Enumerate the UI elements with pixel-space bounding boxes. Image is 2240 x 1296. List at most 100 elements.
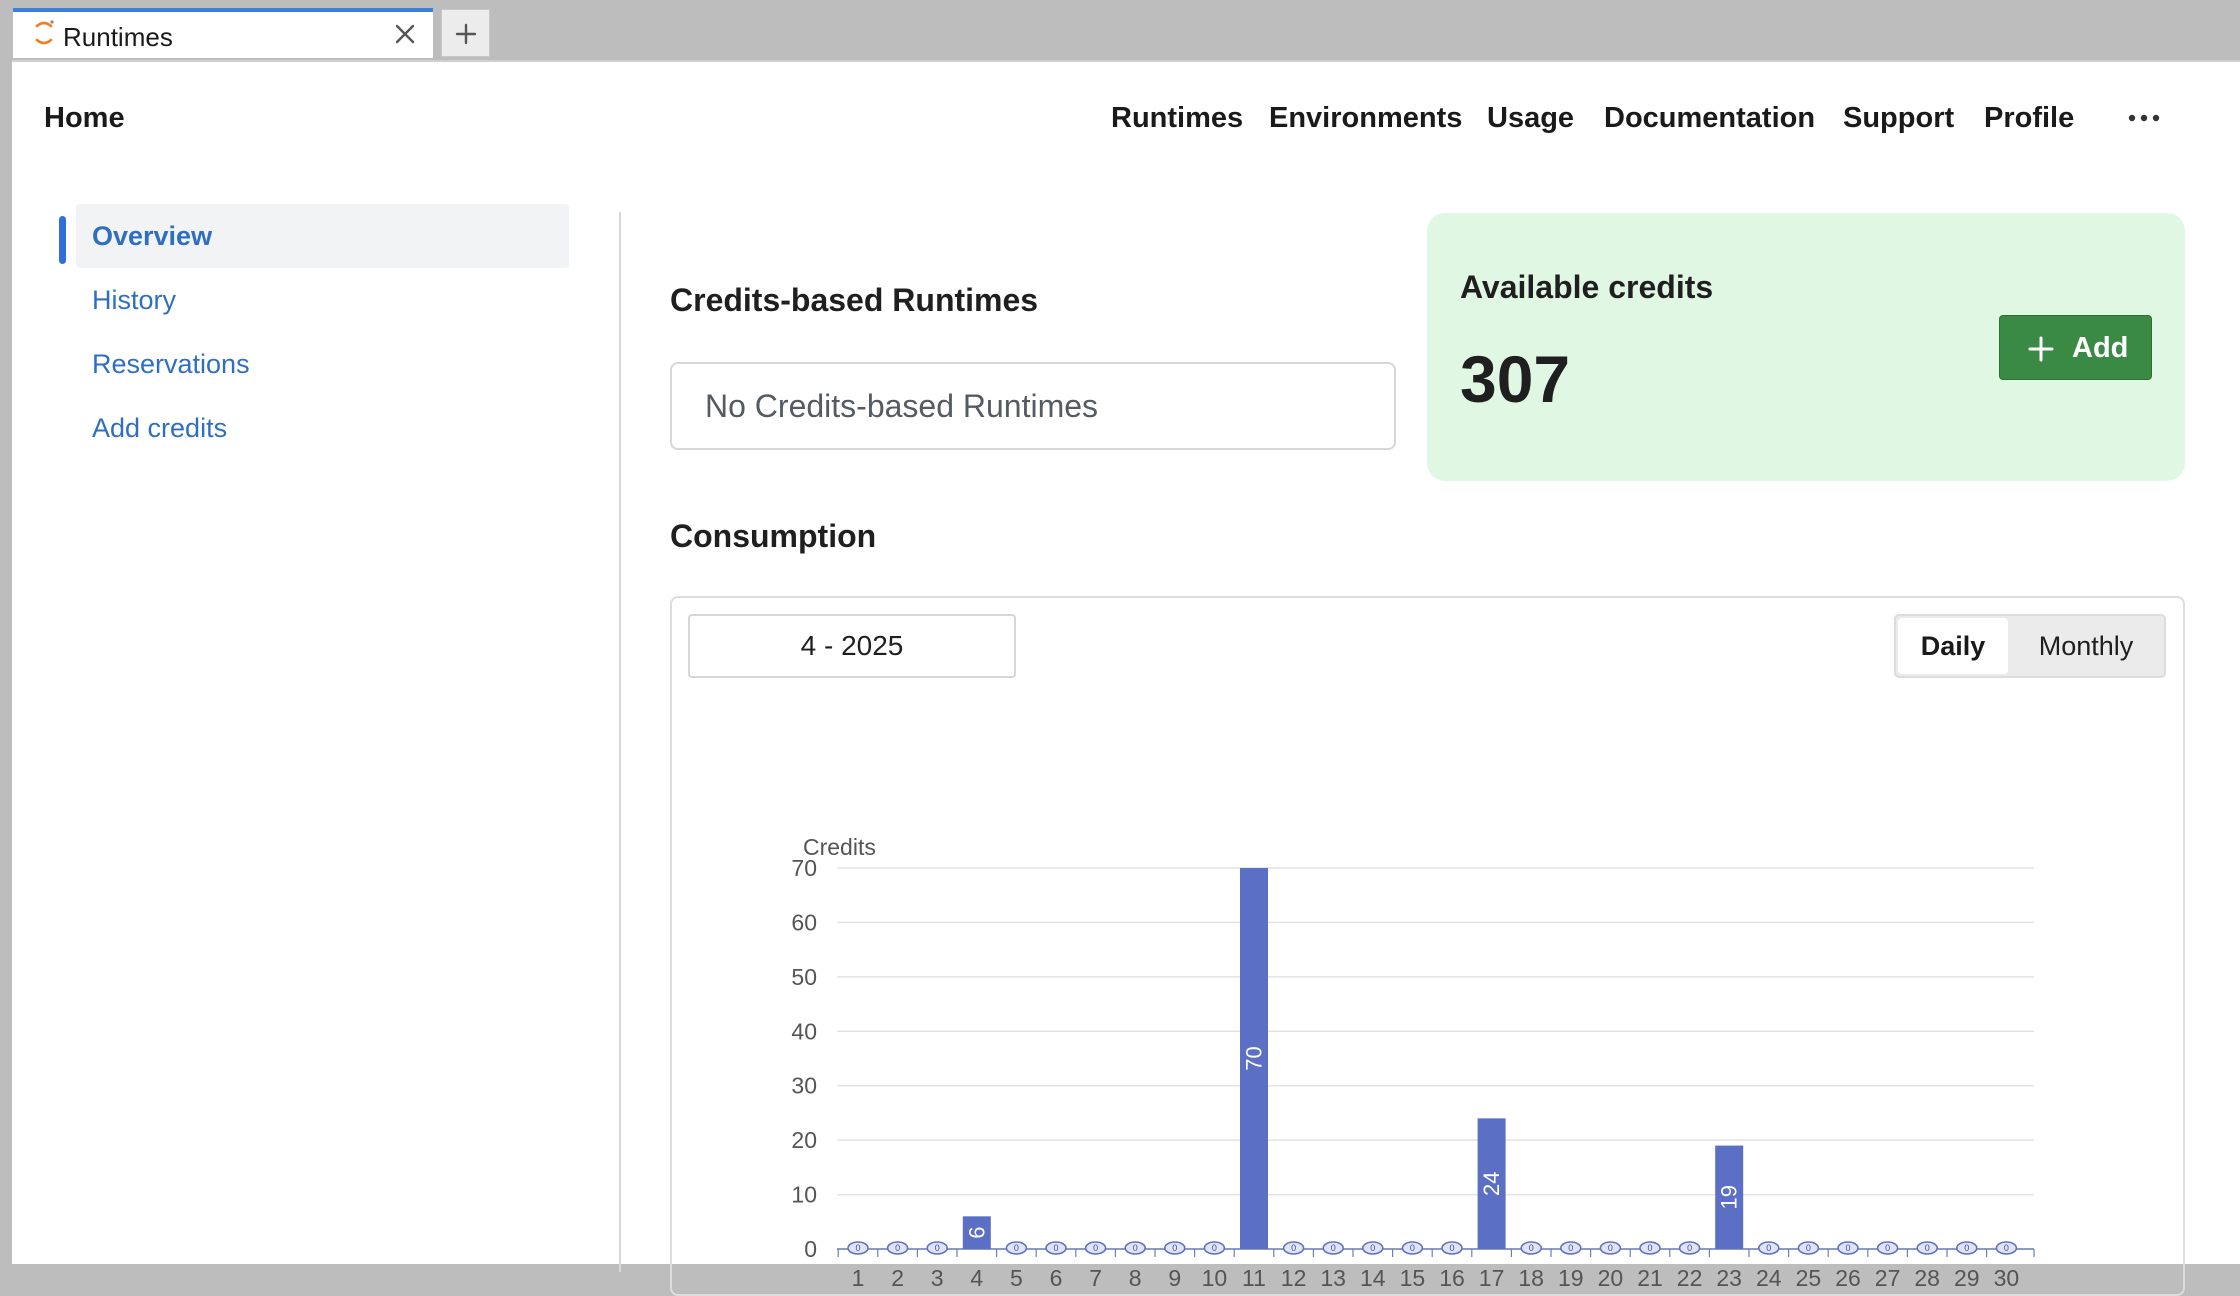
zero-value-label: 0	[1529, 1243, 1534, 1253]
x-tick-label: 5	[1010, 1265, 1023, 1291]
nav-documentation[interactable]: Documentation	[1604, 102, 1816, 134]
consumption-title: Consumption	[670, 518, 877, 554]
sidebar-divider	[619, 212, 621, 1272]
zero-value-label: 0	[1568, 1243, 1573, 1253]
close-icon[interactable]	[391, 20, 419, 48]
y-tick-label: 10	[791, 1182, 817, 1208]
sidebar-item-add-credits[interactable]: Add credits	[92, 413, 228, 443]
zero-value-marker	[1045, 1241, 1067, 1255]
zero-value-label: 0	[1608, 1243, 1613, 1253]
nav-runtimes[interactable]: Runtimes	[1111, 102, 1244, 134]
zero-value-label: 0	[1410, 1243, 1415, 1253]
new-tab-button[interactable]	[441, 9, 490, 57]
nav-home[interactable]: Home	[44, 102, 125, 134]
zero-value-marker	[1837, 1241, 1859, 1255]
x-tick-label: 26	[1835, 1265, 1861, 1291]
sidebar-item-reservations[interactable]: Reservations	[92, 349, 250, 379]
zero-value-label: 0	[1370, 1243, 1375, 1253]
x-tick-label: 6	[1050, 1265, 1063, 1291]
zero-value-marker	[1361, 1241, 1384, 1255]
x-tick-label: 30	[1994, 1265, 2020, 1291]
more-options-icon[interactable]	[2116, 100, 2176, 140]
y-tick-label: 0	[804, 1236, 817, 1262]
x-tick-label: 25	[1796, 1265, 1822, 1291]
x-tick-label: 12	[1281, 1265, 1307, 1291]
zero-value-marker	[1084, 1241, 1107, 1255]
toggle-daily[interactable]: Daily	[1898, 618, 2008, 674]
zero-value-marker	[1203, 1241, 1226, 1255]
bar	[1240, 868, 1268, 1249]
zero-value-label: 0	[1212, 1243, 1217, 1253]
zero-value-label: 0	[1647, 1243, 1652, 1253]
sidebar-item-overview[interactable]: Overview	[76, 204, 569, 268]
x-tick-label: 11	[1242, 1265, 1266, 1291]
zero-value-marker	[1956, 1241, 1978, 1255]
zero-value-marker	[1758, 1241, 1780, 1255]
zero-value-label: 0	[1093, 1243, 1098, 1253]
bar-value-label: 70	[1242, 1046, 1267, 1070]
x-tick-label: 8	[1129, 1265, 1142, 1291]
plus-icon	[2028, 336, 2054, 362]
zero-value-label: 0	[1687, 1243, 1692, 1253]
zero-value-marker	[1520, 1241, 1543, 1255]
x-tick-label: 7	[1089, 1265, 1102, 1291]
zero-value-marker	[1995, 1241, 2018, 1255]
zero-value-marker	[1441, 1241, 1463, 1255]
consumption-chart: Credits010203040506070010203640506070809…	[791, 834, 2035, 1291]
active-indicator	[59, 216, 66, 264]
zero-value-label: 0	[1291, 1243, 1296, 1253]
zero-value-label: 0	[1331, 1243, 1336, 1253]
bar	[962, 1216, 991, 1249]
bar-value-label: 24	[1479, 1171, 1504, 1195]
nav-usage[interactable]: Usage	[1487, 102, 1575, 134]
x-tick-label: 16	[1439, 1265, 1465, 1291]
zero-value-marker	[1678, 1241, 1701, 1255]
zero-value-label: 0	[1766, 1243, 1771, 1253]
zero-value-marker	[886, 1241, 909, 1255]
bar	[1715, 1145, 1744, 1249]
available-credits-label: Available credits	[1460, 269, 1714, 305]
zero-value-label: 0	[1806, 1243, 1811, 1253]
zero-value-marker	[1797, 1241, 1820, 1255]
x-tick-label: 18	[1518, 1265, 1544, 1291]
x-tick-label: 2	[891, 1265, 904, 1291]
zero-value-label: 0	[2004, 1243, 2009, 1253]
nav-support[interactable]: Support	[1843, 102, 1955, 134]
toggle-monthly[interactable]: Monthly	[2038, 631, 2134, 661]
zero-value-label: 0	[1172, 1243, 1177, 1253]
nav-environments[interactable]: Environments	[1269, 102, 1463, 134]
y-tick-label: 50	[791, 964, 817, 990]
bar	[1477, 1118, 1506, 1249]
bar-value-label: 6	[964, 1227, 989, 1239]
add-credits-button[interactable]: Add	[1999, 315, 2152, 380]
add-button-label: Add	[2072, 332, 2129, 364]
credits-runtimes-title: Credits-based Runtimes	[670, 282, 1039, 318]
month-picker[interactable]: 4 - 2025	[688, 614, 1016, 678]
available-credits-card: Available credits 307 Add	[1427, 213, 2185, 481]
x-tick-label: 22	[1677, 1265, 1703, 1291]
zero-value-label: 0	[1964, 1243, 1969, 1253]
zero-value-marker	[847, 1241, 869, 1255]
zero-value-marker	[926, 1241, 949, 1255]
zero-value-label: 0	[1133, 1243, 1138, 1253]
x-tick-label: 19	[1558, 1265, 1584, 1291]
no-runtimes-box: No Credits-based Runtimes	[670, 362, 1396, 450]
zero-value-marker	[1876, 1241, 1899, 1255]
zero-value-label: 0	[1053, 1243, 1058, 1253]
y-tick-label: 30	[791, 1073, 817, 1099]
x-tick-label: 1	[852, 1265, 865, 1291]
top-navigation: Runtimes Environments Usage Documentatio…	[12, 102, 2240, 142]
tab-title: Runtimes	[63, 22, 173, 52]
zero-value-marker	[1005, 1241, 1028, 1255]
nav-profile[interactable]: Profile	[1984, 102, 2075, 134]
zero-value-marker	[1639, 1241, 1661, 1255]
consumption-panel: 4 - 2025 Daily Monthly Credits 0 10 20 30 40 5…	[670, 596, 2185, 1296]
zero-value-marker	[1599, 1241, 1622, 1255]
sidebar-item-history[interactable]: History	[92, 285, 177, 315]
zero-value-marker	[1559, 1241, 1582, 1255]
y-tick-label: 70	[791, 855, 817, 881]
browser-tab[interactable]: Runtimes	[13, 8, 433, 58]
x-tick-label: 23	[1716, 1265, 1742, 1291]
x-tick-label: 15	[1400, 1265, 1426, 1291]
x-tick-label: 28	[1914, 1265, 1940, 1291]
